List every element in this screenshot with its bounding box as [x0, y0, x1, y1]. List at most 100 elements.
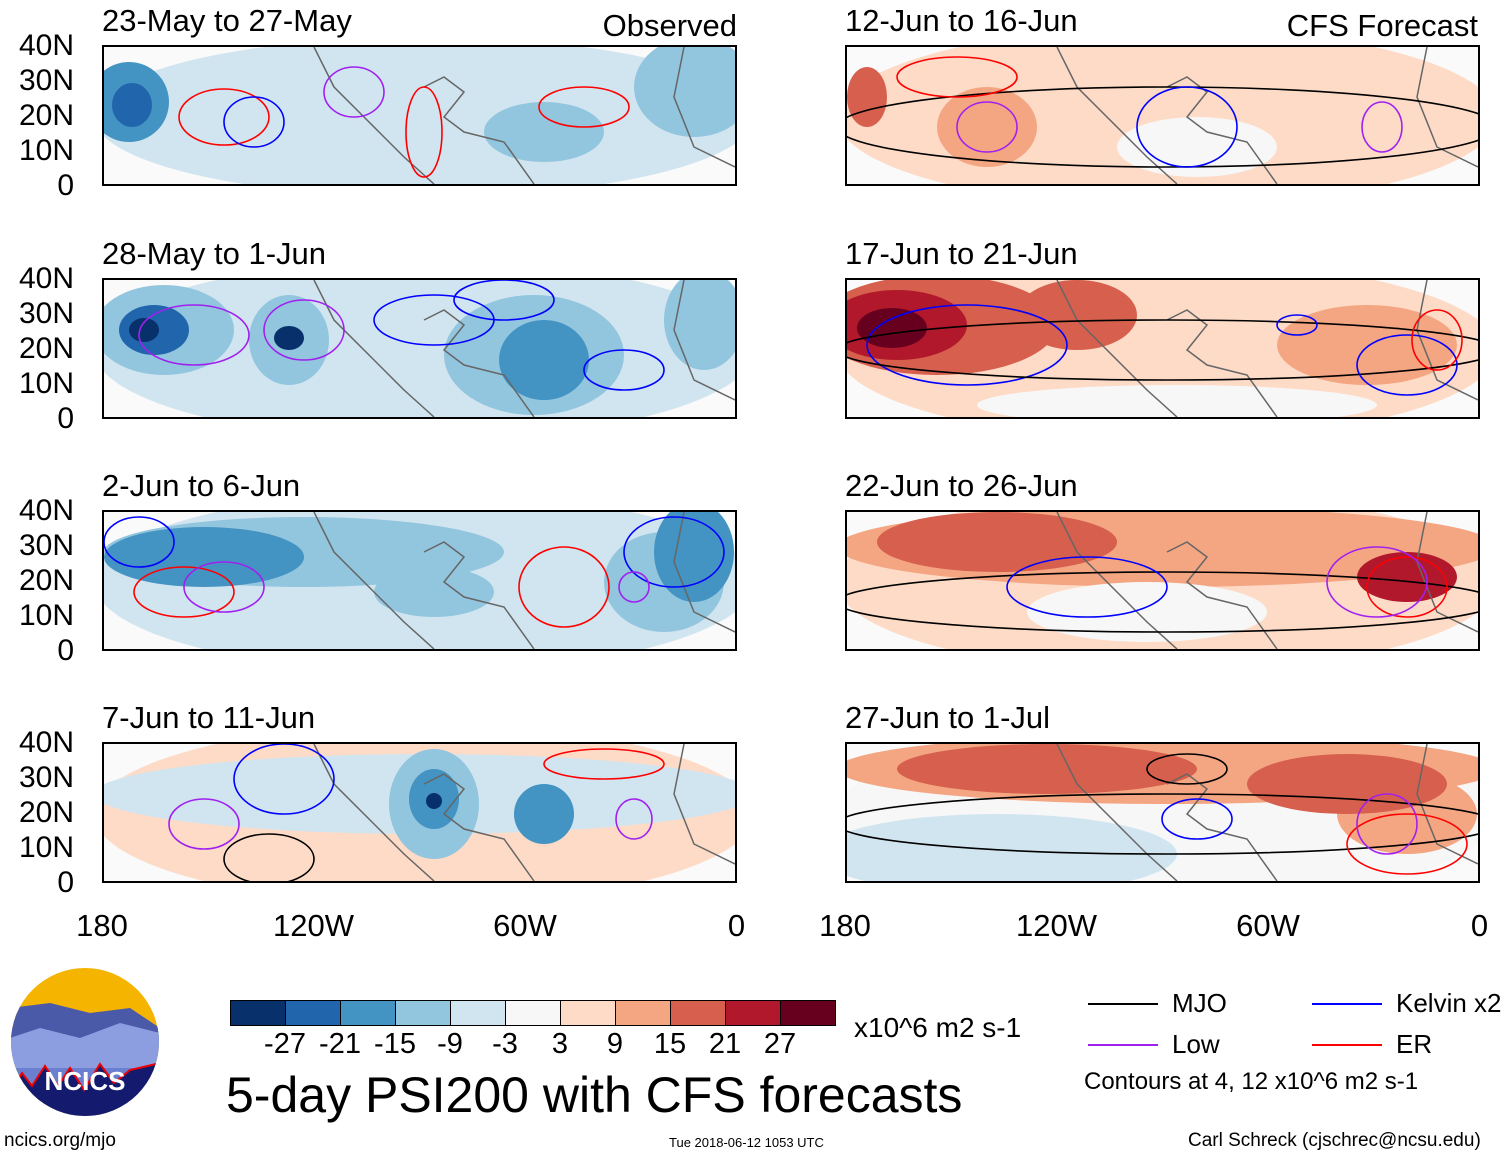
lat-tick-label: 10N	[18, 134, 74, 167]
anomaly-shading	[857, 308, 927, 348]
legend-mjo: MJO	[1088, 988, 1227, 1019]
wave-contour	[956, 101, 1018, 153]
lon-tick-label: 120W	[1016, 908, 1097, 943]
coastline	[313, 280, 735, 417]
wave-contour	[618, 571, 650, 603]
anomaly-shading	[1277, 305, 1457, 385]
anomaly-shading	[1247, 754, 1447, 814]
lat-tick-label: 10N	[18, 831, 74, 864]
anomaly-shading	[937, 87, 1037, 167]
coastline	[1056, 47, 1478, 184]
column-label-observed: Observed	[602, 8, 737, 43]
anomaly-shading	[877, 512, 1117, 572]
psi200-map	[847, 47, 1478, 184]
legend-kelvin: Kelvin x2	[1312, 988, 1502, 1019]
psi200-map	[847, 744, 1478, 881]
colorbar-tick-label: -15	[374, 1028, 416, 1060]
lat-tick-label: 0	[57, 866, 74, 899]
panel-title: 23-May to 27-May	[102, 3, 352, 38]
panel-title: 2-Jun to 6-Jun	[102, 468, 301, 503]
anomaly-shading	[1287, 97, 1407, 177]
anomaly-shading	[1117, 117, 1277, 177]
colorbar-swatch	[451, 1001, 506, 1025]
anomaly-shading	[1017, 280, 1137, 350]
panel-title: 28-May to 1-Jun	[102, 236, 326, 271]
psi200-map	[104, 280, 735, 417]
map-panel	[845, 510, 1480, 651]
wave-contour	[1146, 753, 1228, 785]
lon-tick-label: 180	[76, 908, 128, 943]
anomaly-shading	[1027, 582, 1267, 642]
colorbar-tick-label: -3	[492, 1028, 518, 1060]
wave-contour	[168, 798, 240, 850]
wave-contour	[183, 561, 265, 613]
wave-contour	[583, 349, 665, 391]
wave-contour	[847, 793, 1478, 855]
lon-tick-label: 120W	[273, 908, 354, 943]
wave-contour	[847, 86, 1478, 168]
colorbar-swatch	[231, 1001, 286, 1025]
panel-title: 17-Jun to 21-Jun	[845, 236, 1078, 271]
colorbar-swatch	[286, 1001, 341, 1025]
lon-tick-label: 60W	[493, 908, 557, 943]
wave-contour	[1356, 793, 1418, 855]
anomaly-shading	[499, 320, 589, 400]
wave-contour	[1361, 101, 1403, 153]
wave-contour	[1346, 813, 1468, 875]
anomaly-shading	[112, 83, 152, 127]
ncics-logo: NCICS	[11, 968, 159, 1116]
wave-contour	[1006, 556, 1168, 618]
lat-tick-label: 0	[57, 634, 74, 667]
coastline	[313, 744, 735, 881]
wave-contour	[1136, 86, 1238, 168]
wave-contour	[896, 56, 1018, 98]
wave-contour	[1411, 309, 1463, 371]
anomaly-shading	[214, 839, 294, 881]
anomaly-shading	[104, 527, 304, 587]
lon-tick-label: 180	[819, 908, 871, 943]
colorbar-tick-label: -21	[319, 1028, 361, 1060]
coastline	[313, 47, 735, 184]
footer-url[interactable]: ncics.org/mjo	[4, 1130, 116, 1151]
lat-tick-label: 10N	[18, 367, 74, 400]
wave-contour	[1276, 314, 1318, 336]
lat-tick-label: 40N	[18, 726, 74, 759]
psi200-map	[104, 512, 735, 649]
colorbar-swatch	[726, 1001, 781, 1025]
colorbar-tick-label: 21	[708, 1028, 742, 1060]
wave-contour	[866, 304, 1068, 386]
anomaly-shading	[897, 744, 1197, 794]
contour-note: Contours at 4, 12 x10^6 m2 s-1	[1084, 1068, 1419, 1095]
wave-contour	[543, 748, 665, 780]
panel-title: 22-Jun to 26-Jun	[845, 468, 1078, 503]
colorbar-tick-label: 15	[653, 1028, 687, 1060]
wave-contour	[538, 86, 630, 128]
legend-er: ER	[1312, 1029, 1432, 1060]
anomaly-shading	[654, 512, 734, 602]
map-panel	[102, 278, 737, 419]
lat-tick-label: 30N	[18, 297, 74, 330]
wave-contour	[133, 566, 235, 618]
logo-text: NCICS	[45, 1066, 126, 1096]
anomaly-shading	[1357, 552, 1457, 602]
wave-contour	[453, 280, 555, 321]
map-panel	[845, 742, 1480, 883]
wave-contour	[323, 66, 385, 118]
colorbar-swatch	[341, 1001, 396, 1025]
wave-contour	[263, 299, 345, 361]
psi200-map	[847, 280, 1478, 417]
anomaly-shading	[977, 385, 1377, 417]
colorbar	[230, 1000, 836, 1026]
lat-tick-label: 20N	[18, 796, 74, 829]
colorbar-tick-label: -9	[437, 1028, 463, 1060]
column-label-forecast: CFS Forecast	[1286, 8, 1478, 43]
psi200-map	[847, 512, 1478, 649]
wave-contour	[1161, 798, 1233, 840]
lat-tick-label: 40N	[18, 494, 74, 527]
map-panel	[845, 278, 1480, 419]
anomaly-shading	[847, 814, 1177, 881]
colorbar-swatch	[561, 1001, 616, 1025]
anomaly-shading	[484, 102, 604, 162]
map-panel	[102, 742, 737, 883]
lat-tick-label: 40N	[18, 29, 74, 62]
